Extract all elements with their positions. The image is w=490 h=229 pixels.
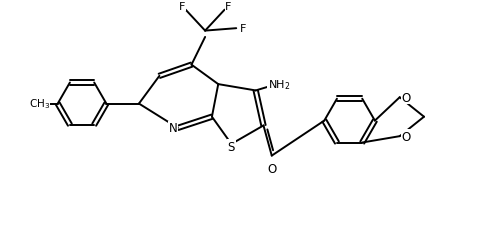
- Text: O: O: [402, 91, 411, 104]
- Text: NH$_2$: NH$_2$: [268, 78, 291, 92]
- Text: CH$_3$: CH$_3$: [28, 97, 50, 111]
- Text: S: S: [228, 140, 235, 153]
- Text: N: N: [169, 122, 177, 135]
- Text: F: F: [225, 2, 232, 12]
- Text: O: O: [267, 162, 276, 175]
- Text: O: O: [402, 130, 411, 143]
- Text: F: F: [178, 2, 185, 12]
- Text: F: F: [240, 24, 246, 34]
